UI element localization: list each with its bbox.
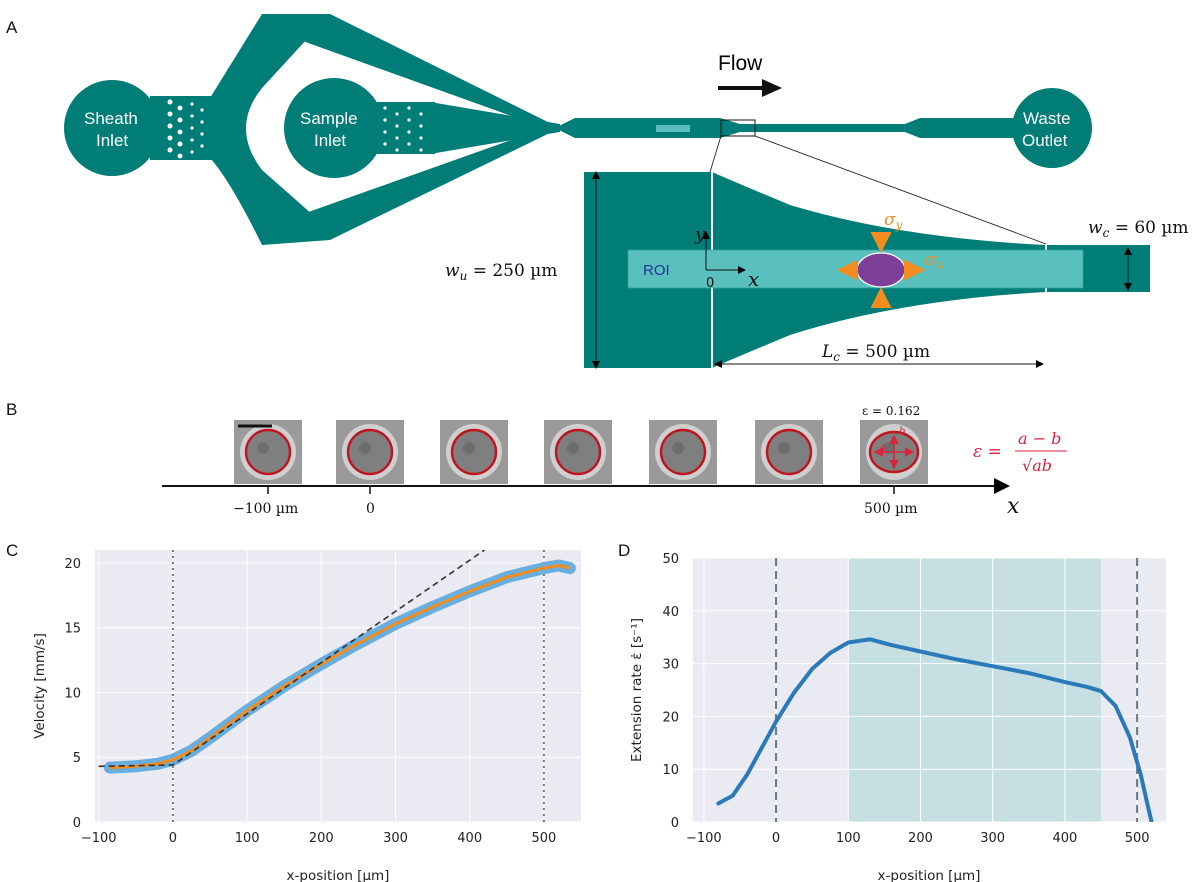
- cell-texture: [672, 442, 684, 454]
- cell-contour: [244, 428, 292, 476]
- x-tick-label: 100: [836, 831, 861, 846]
- x-axis-symbol: x: [748, 267, 759, 291]
- cell-texture: [567, 442, 579, 454]
- y-axis-symbol: y: [694, 224, 706, 245]
- filter-pillars: [167, 99, 423, 159]
- microfluidic-channel: [64, 14, 1092, 245]
- panel-letter-b: B: [6, 400, 17, 419]
- waste-outlet-label-line2: Outlet: [1022, 131, 1068, 150]
- inlet-roi-marker: [656, 125, 690, 132]
- formula-numerator: a − b: [1018, 429, 1061, 448]
- shaded-region: [848, 558, 1102, 822]
- deformed-cell: [856, 252, 906, 288]
- origin-label: 0: [706, 276, 714, 291]
- extension-rate-line: [716, 637, 1154, 822]
- main-channel: [555, 118, 1020, 138]
- y-tick-label: 20: [64, 557, 81, 572]
- sheath-inlet-label-line2: Inlet: [96, 131, 128, 150]
- cell-axis-a-label: a: [880, 442, 886, 453]
- epsilon-value-label: ε = 0.162: [862, 404, 920, 418]
- linear-fit-dashed-line: [98, 550, 485, 768]
- x-tick-label: 400: [457, 831, 482, 846]
- sample-inlet-filter: [365, 102, 435, 154]
- sample-inlet-label-line1: Sample: [300, 109, 358, 128]
- waste-outlet-label-line1: Waste: [1023, 109, 1071, 128]
- cell-contour: [765, 428, 813, 476]
- velocity-mean-line: [109, 564, 571, 770]
- flow-label: Flow: [718, 52, 763, 75]
- cell-texture: [257, 442, 269, 454]
- cell-texture: [463, 442, 475, 454]
- cell-contour: [450, 428, 498, 476]
- x-tick-label: 500: [531, 831, 556, 846]
- tick-label-500: 500 µm: [864, 501, 918, 517]
- wu-label: wu = 250 µm: [445, 261, 557, 283]
- x-tick-label: 0: [169, 831, 177, 846]
- sheath-inlet-filter: [150, 96, 220, 160]
- waste-outlet-reservoir: [1012, 88, 1092, 168]
- chart-d-xlabel: x-position [µm]: [878, 868, 981, 882]
- x-tick-label: 300: [980, 831, 1005, 846]
- flow-arrow-icon: [718, 79, 782, 97]
- y-tick-label: 20: [662, 710, 679, 725]
- sigma-x-label: σx: [925, 250, 944, 272]
- y-tick-label: 30: [662, 658, 679, 673]
- y-tick-label: 50: [662, 552, 679, 567]
- y-tick-label: 40: [662, 605, 679, 620]
- y-tick-label: 15: [64, 622, 81, 637]
- cell-contour: [659, 428, 707, 476]
- extension-rate-chart: −100 0 100 200 300 400 500 0 10 20 30 40 50: [662, 552, 1166, 846]
- chart-c-xlabel: x-position [µm]: [287, 868, 390, 882]
- tick-label-minus100: −100 µm: [233, 501, 298, 517]
- roi-rectangle: [627, 249, 1084, 289]
- sigma-y-label: σy: [884, 210, 903, 232]
- cell-image-strip: ab: [234, 420, 928, 484]
- formula-denominator: √ab: [1022, 456, 1052, 475]
- x-tick-label: −100: [81, 831, 117, 846]
- wc-label: wc = 60 µm: [1088, 218, 1189, 240]
- x-tick-label: 500: [1125, 831, 1150, 846]
- cell-contour: [346, 428, 394, 476]
- y-tick-label: 10: [64, 686, 81, 701]
- sample-inlet-label-line2: Inlet: [314, 131, 346, 150]
- inlet-roi-label: inlet ROI: [645, 106, 696, 121]
- sample-taper: [430, 102, 560, 154]
- chart-c-ylabel: Velocity [mm/s]: [32, 633, 48, 739]
- x-tick-label: 0: [772, 831, 780, 846]
- formula-lhs: ε =: [973, 442, 1002, 462]
- x-tick-label: 300: [383, 831, 408, 846]
- y-tick-label: 5: [73, 751, 81, 766]
- x-tick-label: −100: [686, 831, 722, 846]
- zoom-box: [720, 119, 756, 137]
- y-tick-label: 0: [73, 816, 81, 831]
- cell-axis-b-label: b: [899, 426, 905, 437]
- sheath-inlet-label-line1: Sheath: [84, 109, 138, 128]
- roi-label: ROI: [643, 262, 670, 279]
- x-tick-label: 400: [1052, 831, 1077, 846]
- panel-letter-d: D: [618, 541, 630, 560]
- tick-label-zero: 0: [366, 501, 375, 517]
- cell-texture: [359, 442, 371, 454]
- y-tick-label: 10: [662, 763, 679, 778]
- zoom-line-left: [709, 135, 722, 173]
- chart-d-ylabel: Extension rate ε̇ [s⁻¹]: [629, 618, 645, 762]
- zoom-line-right: [754, 135, 1047, 245]
- sheath-split-branches: [210, 14, 330, 245]
- lc-label: Lc = 500 µm: [821, 342, 930, 364]
- chart-c-plot-area: [95, 550, 581, 822]
- x-tick-label: 100: [235, 831, 260, 846]
- sample-inlet-reservoir: [284, 78, 384, 178]
- panel-b-axis-symbol: x: [1007, 494, 1020, 519]
- cell-contour: [554, 428, 602, 476]
- x-tick-label: 200: [309, 831, 334, 846]
- x-tick-label: 200: [908, 831, 933, 846]
- sheath-focus-channels: [262, 14, 560, 245]
- panel-letter-a: A: [6, 18, 18, 37]
- sheath-inlet-reservoir: [64, 80, 160, 176]
- cell-texture: [778, 442, 790, 454]
- panel-letter-c: C: [6, 541, 18, 560]
- y-tick-label: 0: [671, 816, 679, 831]
